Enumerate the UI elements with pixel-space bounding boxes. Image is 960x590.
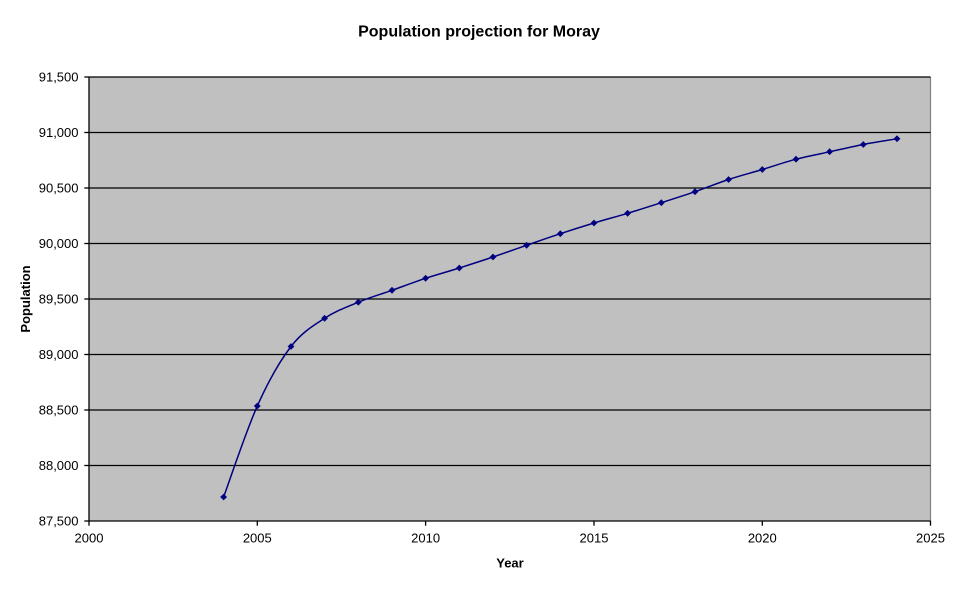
svg-text:88,000: 88,000 (39, 458, 79, 473)
svg-text:91,000: 91,000 (39, 125, 79, 140)
svg-text:Year: Year (496, 556, 523, 571)
svg-text:90,500: 90,500 (39, 181, 79, 196)
svg-text:88,500: 88,500 (39, 403, 79, 418)
svg-text:2015: 2015 (580, 531, 609, 546)
svg-text:87,500: 87,500 (39, 514, 79, 529)
svg-text:2005: 2005 (243, 531, 272, 546)
svg-text:Population: Population (18, 265, 33, 332)
svg-text:2020: 2020 (748, 531, 777, 546)
svg-text:89,500: 89,500 (39, 292, 79, 307)
svg-text:90,000: 90,000 (39, 236, 79, 251)
svg-text:2025: 2025 (916, 531, 945, 546)
svg-text:91,500: 91,500 (39, 70, 79, 85)
svg-text:Population projection for Mora: Population projection for Moray (358, 24, 600, 41)
svg-text:2010: 2010 (411, 531, 440, 546)
svg-text:2000: 2000 (75, 531, 104, 546)
svg-text:89,000: 89,000 (39, 347, 79, 362)
